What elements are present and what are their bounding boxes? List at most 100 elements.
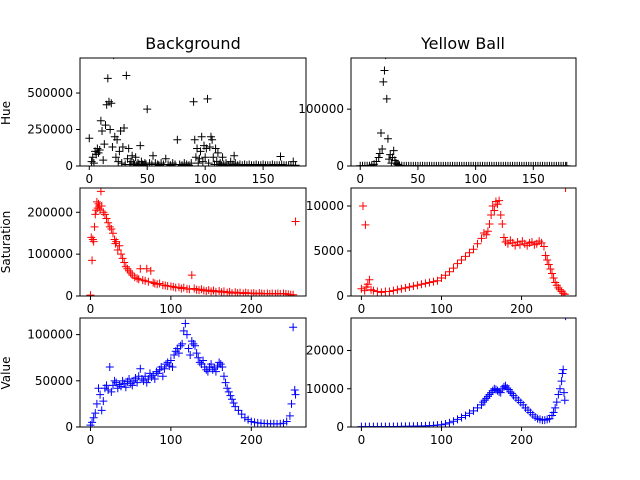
data-point bbox=[181, 319, 190, 328]
data-point bbox=[437, 274, 446, 282]
row-label-saturation: Saturation bbox=[0, 211, 13, 274]
series-yb-sat bbox=[357, 188, 570, 296]
data-point bbox=[118, 143, 127, 152]
data-point bbox=[473, 239, 482, 248]
data-point bbox=[482, 394, 491, 403]
data-point bbox=[461, 252, 470, 261]
data-point bbox=[380, 66, 389, 75]
data-point bbox=[142, 378, 151, 387]
data-point bbox=[493, 386, 502, 395]
data-point bbox=[393, 285, 402, 294]
data-point bbox=[91, 210, 100, 219]
data-point bbox=[97, 202, 106, 210]
data-point bbox=[142, 264, 151, 273]
data-point bbox=[479, 398, 488, 407]
data-point bbox=[379, 77, 388, 86]
data-point bbox=[110, 376, 119, 385]
axes-frame bbox=[350, 57, 577, 167]
y-tick-label: 10000 bbox=[306, 199, 344, 213]
data-point bbox=[485, 390, 494, 399]
subplot-yb-sat: 0 100 200 0 5000 10000 bbox=[306, 187, 577, 316]
data-point bbox=[480, 396, 489, 405]
data-point bbox=[96, 206, 105, 215]
data-point bbox=[157, 362, 166, 371]
data-point bbox=[187, 271, 196, 280]
data-point bbox=[108, 229, 117, 238]
series-yb-val bbox=[357, 318, 569, 427]
data-point bbox=[389, 286, 398, 295]
data-point bbox=[490, 384, 499, 393]
data-point bbox=[189, 339, 198, 348]
data-point bbox=[429, 277, 438, 286]
data-point bbox=[499, 233, 508, 242]
data-point bbox=[133, 378, 142, 387]
x-tick-label: 150 bbox=[252, 172, 275, 186]
y-tick-label: 250000 bbox=[27, 123, 73, 137]
x-tick-label: 200 bbox=[510, 302, 533, 316]
data-point bbox=[224, 387, 233, 396]
data-point bbox=[485, 220, 494, 228]
data-point bbox=[361, 220, 370, 229]
data-point bbox=[90, 222, 99, 231]
data-point bbox=[86, 291, 95, 296]
x-tick-label: 100 bbox=[430, 433, 453, 447]
data-point bbox=[282, 417, 291, 426]
data-point bbox=[205, 143, 214, 152]
data-point bbox=[543, 256, 552, 264]
subplot-yb-hue: 0 50 100 150 0 100000 bbox=[298, 57, 577, 186]
data-point bbox=[506, 387, 515, 396]
data-point bbox=[85, 134, 94, 143]
data-point bbox=[558, 369, 567, 378]
data-point bbox=[559, 388, 568, 397]
data-point bbox=[378, 144, 387, 153]
data-point bbox=[96, 116, 105, 125]
data-point bbox=[161, 154, 170, 163]
data-point bbox=[184, 344, 193, 353]
data-point bbox=[115, 147, 124, 156]
data-point bbox=[496, 211, 505, 219]
data-point bbox=[115, 380, 124, 389]
y-tick-label: 100000 bbox=[27, 328, 73, 342]
data-point bbox=[417, 280, 426, 289]
y-tick-label: 0 bbox=[65, 420, 73, 434]
data-point bbox=[115, 241, 124, 250]
data-point bbox=[104, 218, 113, 227]
data-point bbox=[166, 356, 175, 365]
x-tick-label: 0 bbox=[358, 302, 366, 316]
data-point bbox=[182, 330, 191, 339]
data-point bbox=[144, 277, 153, 286]
column-title-background: Background bbox=[145, 34, 240, 53]
data-point bbox=[469, 406, 478, 415]
data-point bbox=[289, 323, 298, 332]
data-point bbox=[487, 388, 496, 397]
data-point bbox=[136, 141, 145, 150]
axes-frame bbox=[79, 57, 307, 167]
data-point bbox=[165, 362, 174, 371]
data-point bbox=[285, 411, 294, 420]
data-point bbox=[211, 367, 220, 376]
axes-frame bbox=[350, 187, 577, 297]
data-point bbox=[433, 276, 442, 285]
data-point bbox=[121, 383, 130, 392]
y-tick-label: 100000 bbox=[298, 102, 344, 116]
y-tick-label: 50000 bbox=[35, 374, 73, 388]
data-point bbox=[107, 99, 116, 108]
data-point bbox=[134, 275, 143, 284]
data-point bbox=[131, 153, 140, 162]
data-point bbox=[99, 397, 108, 406]
data-point bbox=[195, 358, 204, 367]
data-point bbox=[230, 151, 239, 160]
data-point bbox=[421, 279, 430, 288]
y-tick-label: 0 bbox=[336, 159, 344, 173]
x-tick-label: 50 bbox=[410, 172, 425, 186]
data-point bbox=[89, 413, 98, 422]
data-point bbox=[290, 386, 299, 395]
data-point bbox=[377, 129, 385, 138]
x-tick-label: 0 bbox=[356, 172, 364, 186]
data-point bbox=[190, 135, 199, 144]
data-point bbox=[240, 413, 249, 422]
subplot-bg-sat: 0 100 200 0 100000 200000 bbox=[27, 187, 307, 316]
data-point bbox=[465, 248, 474, 257]
data-point bbox=[178, 339, 187, 348]
